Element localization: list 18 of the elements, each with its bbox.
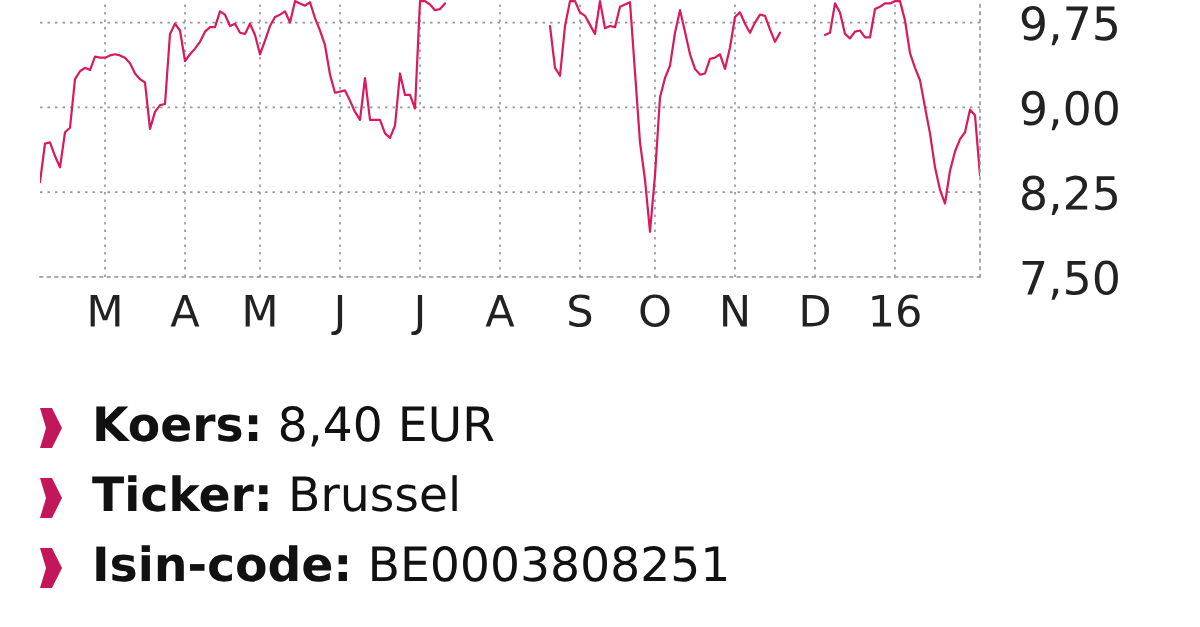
x-tick-label: A <box>170 294 200 327</box>
x-tick-label: S <box>569 294 592 327</box>
x-tick-label: J <box>331 294 343 335</box>
x-tick-label: J <box>411 294 423 335</box>
x-tick-label: O <box>640 294 670 327</box>
x-tick-label: A <box>485 294 515 327</box>
x-tick-label: 16 <box>872 294 920 327</box>
text: Ticker: Brussel <box>92 475 457 512</box>
text: Koers: 8,40 EUR <box>96 405 494 447</box>
x-tick-label: M <box>90 294 120 327</box>
x-tick-label: N <box>723 294 747 327</box>
y-tick-label: 9,75 <box>1021 6 1117 46</box>
x-tick-label: M <box>245 294 275 327</box>
text: Isin-code: BE0003808251 <box>96 545 726 582</box>
y-tick-label: 8,25 <box>1022 175 1117 215</box>
y-tick-label: 9,00 <box>1021 90 1118 131</box>
x-tick-label: D <box>802 294 830 327</box>
y-tick-label: 7,50 <box>1022 260 1118 300</box>
